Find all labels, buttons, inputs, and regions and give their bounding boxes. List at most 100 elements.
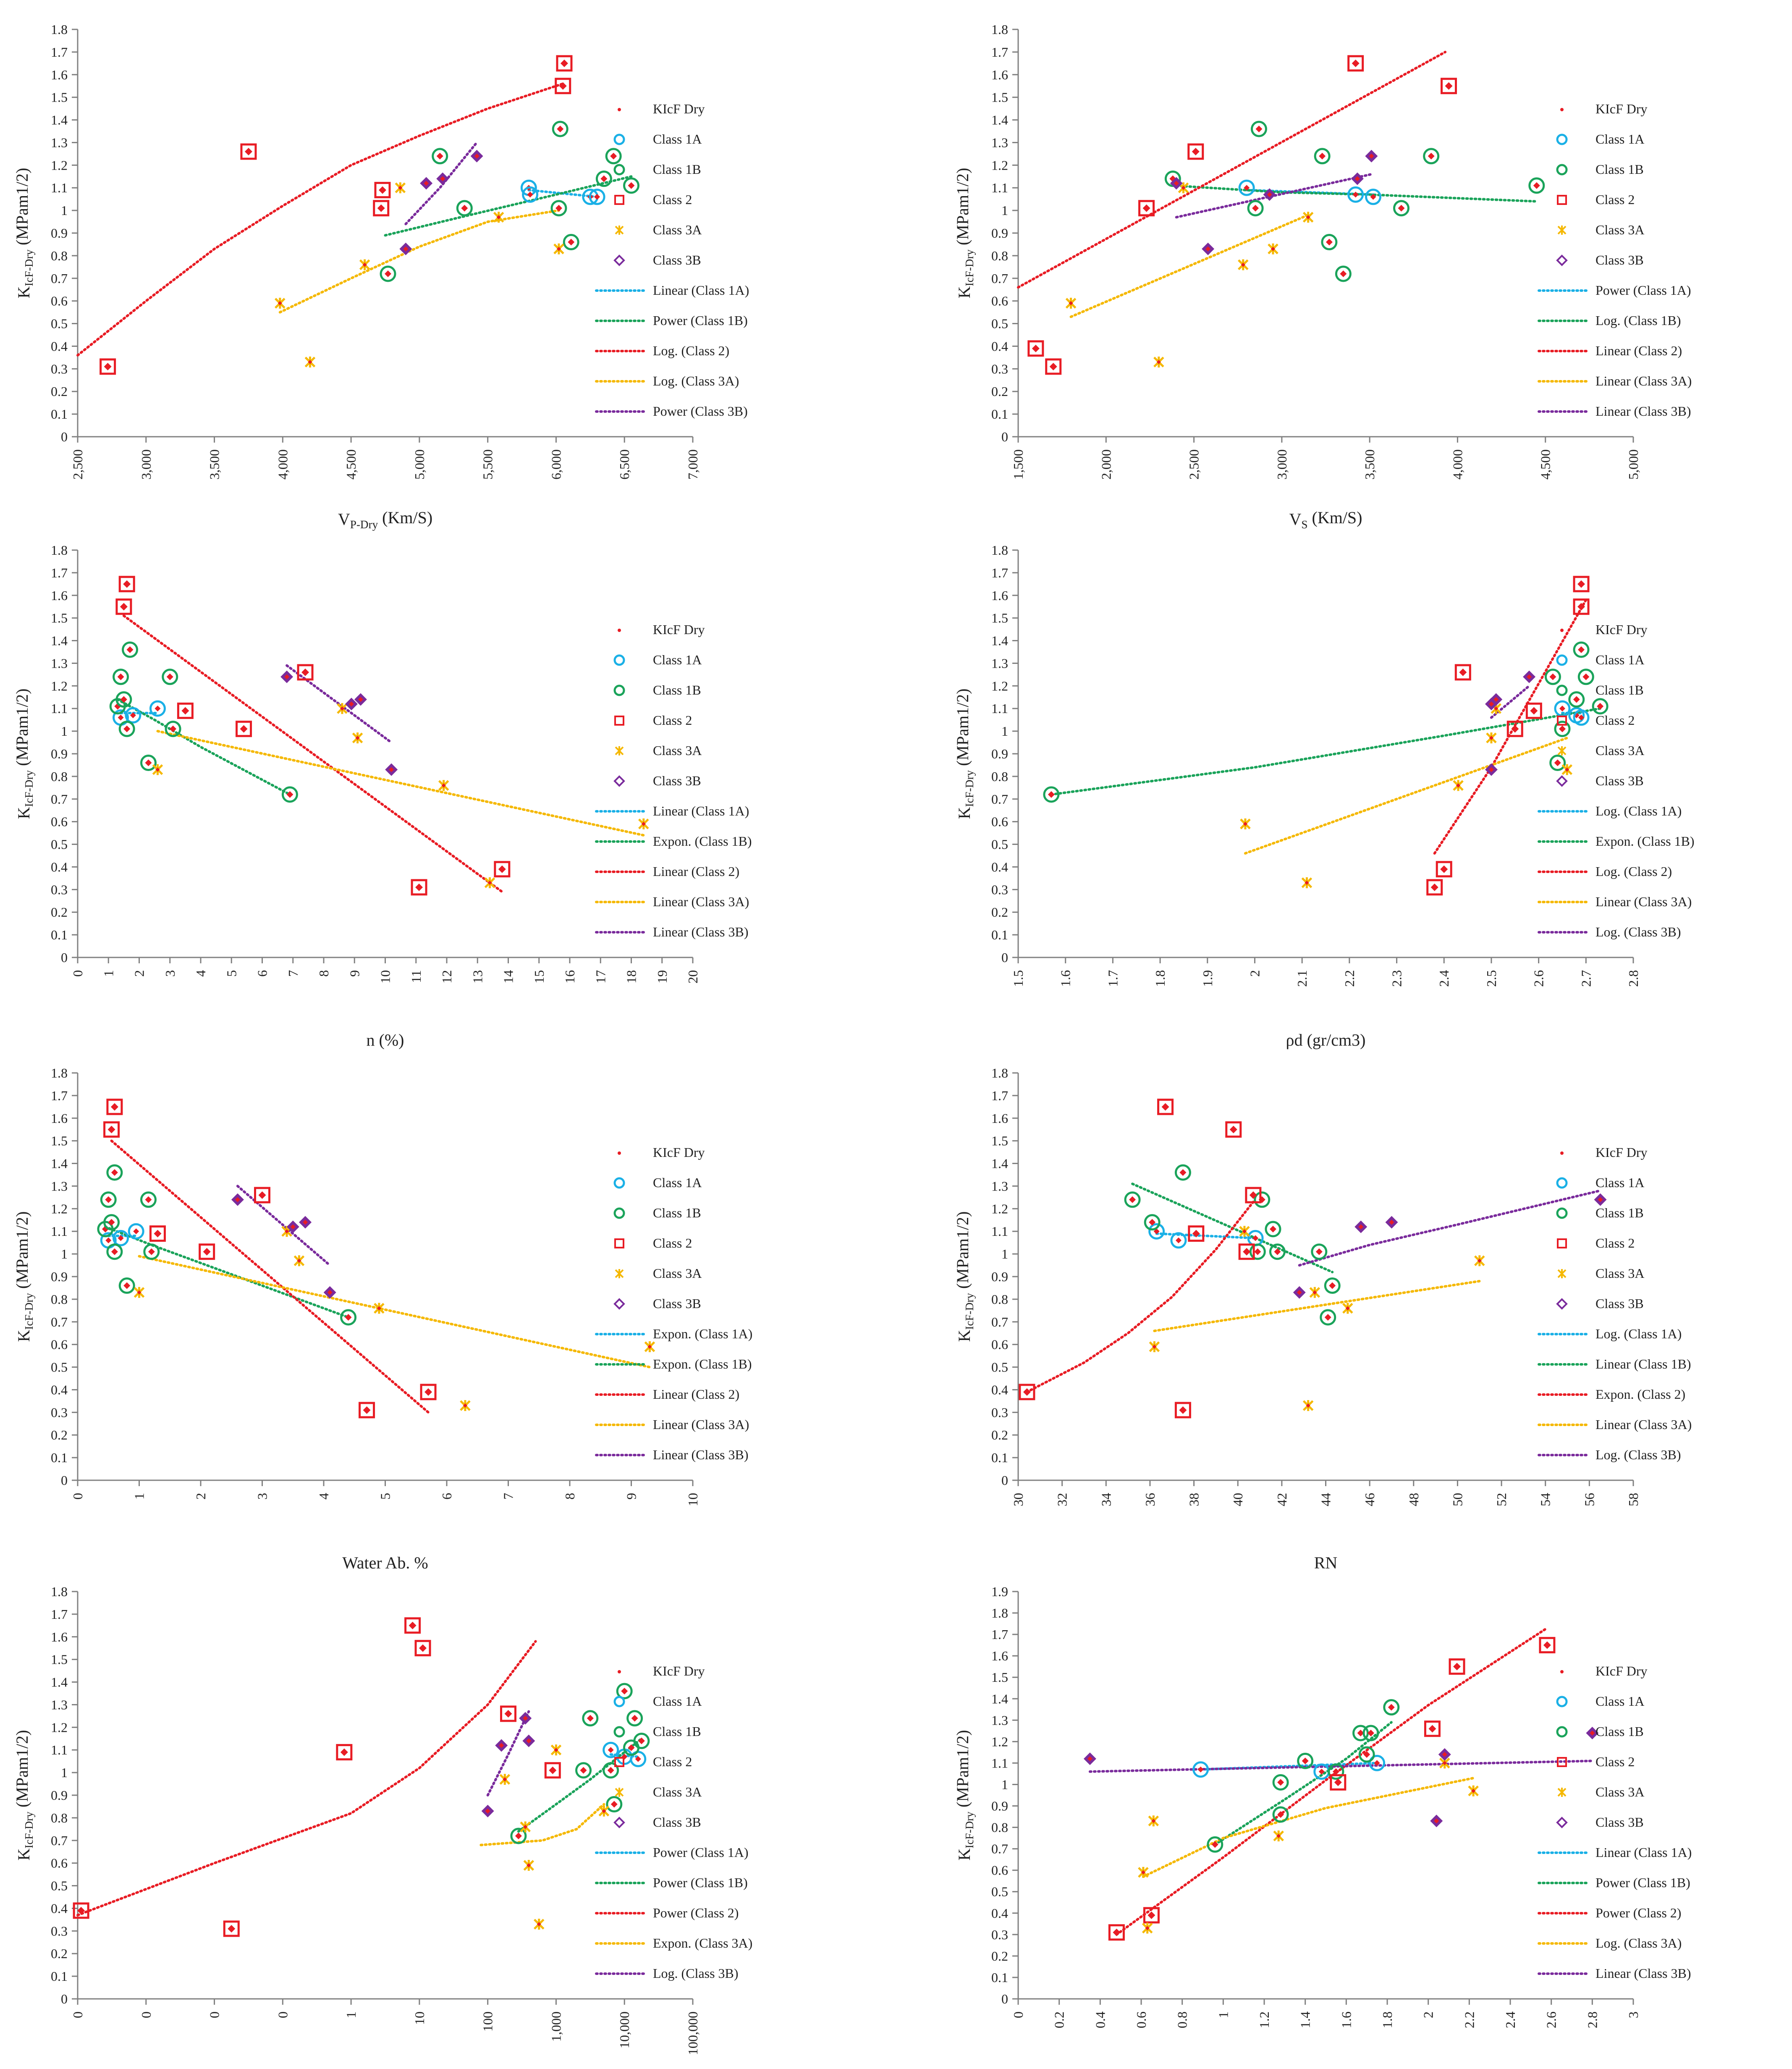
point-class-1b: [1265, 1221, 1281, 1238]
y-tick-label: 0.7: [51, 271, 68, 286]
x-tick-label: 3: [1626, 2011, 1641, 2018]
legend-marker-class-1a: [613, 1177, 625, 1189]
y-tick-label: 0.3: [51, 1405, 68, 1420]
point-class-1b: [626, 1710, 643, 1727]
legend-label-power-class-1a: Power (Class 1A): [653, 1845, 749, 1860]
point-class-1b: [1549, 755, 1566, 771]
x-tick-label: 0: [70, 2011, 85, 2018]
x-tick-label: 15: [532, 970, 547, 983]
y-tick-label: 0.8: [991, 248, 1008, 263]
trendline-power-class-2: [1115, 1626, 1548, 1936]
point-class-1b-core: [1573, 696, 1580, 703]
x-tick-label: 2.4: [1503, 2011, 1518, 2028]
point-class-1b: [115, 691, 132, 708]
y-tick-label: 0.1: [991, 406, 1008, 422]
point-class-1b: [633, 1733, 650, 1749]
y-tick-label: 0.3: [991, 1927, 1008, 1942]
legend-label-linear-class-2: Linear (Class 2): [653, 864, 739, 879]
point-class-1b: [456, 200, 473, 217]
x-tick-label: 3: [162, 970, 178, 977]
y-tick-label: 0: [61, 1991, 68, 2006]
y-tick-label: 0.2: [991, 905, 1008, 920]
legend-label-log-class-3b: Log. (Class 3B): [653, 1966, 739, 1981]
legend-kicf-marker: [1560, 1670, 1564, 1673]
point-class-1b-core: [105, 1196, 112, 1203]
y-tick-label: 1.7: [991, 565, 1008, 580]
point-class-1b-core: [587, 1715, 594, 1722]
y-tick-label: 1.3: [991, 1178, 1008, 1193]
y-tick-label: 1.9: [991, 1584, 1008, 1599]
x-tick-label: 7: [286, 970, 301, 977]
point-class-1b-core: [1149, 1219, 1156, 1226]
point-class-1b-core: [555, 205, 562, 212]
point-class-1b: [103, 1214, 120, 1231]
legend: KIcF Dry Class 1A Class 1B Class 2 Class 3A C…: [595, 1145, 752, 1462]
point-class-3a-core: [1156, 360, 1161, 365]
x-tick-label: 1.8: [1380, 2011, 1395, 2028]
point-class-2-core: [377, 204, 385, 212]
y-tick-label: 1.7: [51, 45, 68, 60]
legend-label-linear-class-3b: Linear (Class 3B): [1596, 404, 1691, 419]
legend-marker-class-3a: [615, 226, 624, 235]
point-class-2-core: [1161, 1103, 1169, 1111]
point-class-1b-core: [600, 175, 608, 182]
point-class-2-core: [415, 883, 423, 891]
y-tick-label: 0.9: [991, 1269, 1008, 1284]
point-class-2: [404, 1617, 421, 1634]
x-tick-label: 1.5: [1011, 970, 1026, 987]
point-class-3a-core: [1069, 301, 1073, 306]
point-class-3b-core: [1174, 181, 1179, 186]
legend-label-power-class-2: Power (Class 2): [653, 1905, 739, 1920]
x-tick-label: 20: [685, 970, 700, 983]
legend-kicf-marker: [618, 108, 621, 111]
x-tick-label: 0: [139, 2011, 154, 2018]
x-tick-label: 5,000: [1626, 449, 1641, 480]
y-tick-label: 1.4: [991, 1691, 1008, 1706]
x-tick-label: 2.1: [1294, 970, 1310, 987]
y-tick-label: 1.1: [991, 701, 1008, 716]
point-class-2: [1330, 1774, 1347, 1791]
point-class-2: [411, 879, 427, 896]
point-class-3b-core: [523, 1715, 528, 1721]
point-class-1a-core: [1318, 1768, 1325, 1775]
legend-title: KIcF Dry: [1596, 101, 1648, 116]
point-class-3a-core: [355, 736, 360, 740]
point-class-2: [254, 1187, 270, 1204]
point-class-2-core: [1440, 865, 1448, 873]
legend-label-linear-class-1a: Linear (Class 1A): [653, 283, 749, 298]
x-tick-label: 5,500: [480, 449, 495, 480]
x-tick-label: 9: [347, 970, 362, 977]
point-class-1b: [606, 1796, 623, 1813]
legend-marker-class-1b: [1556, 1726, 1568, 1738]
point-class-1a-core: [1374, 1760, 1380, 1766]
point-class-1a-core: [1559, 705, 1565, 712]
legend-kicf-marker: [1560, 629, 1564, 632]
legend-label-class-3a: Class 3A: [653, 222, 702, 237]
point-class-2-core: [1352, 59, 1360, 67]
y-tick-label: 1.5: [991, 611, 1008, 626]
x-tick-label: 42: [1274, 1493, 1289, 1506]
point-class-3b-core: [1354, 176, 1360, 181]
legend-label-expon-class-1b: Expon. (Class 1B): [653, 1356, 752, 1371]
x-tick-label: 11: [409, 970, 424, 983]
x-tick-label: 2,500: [1187, 449, 1202, 480]
point-class-2-core: [1577, 603, 1585, 611]
trendline-power-class-1b: [384, 175, 633, 237]
point-class-2-core: [340, 1748, 348, 1756]
x-tick-label: 0.6: [1134, 2011, 1149, 2028]
point-class-2: [1225, 1121, 1242, 1138]
y-tick-label: 0.5: [51, 1878, 68, 1893]
legend-label-power-class-2: Power (Class 2): [1596, 1905, 1681, 1920]
point-class-2: [494, 861, 511, 878]
legend-label-class-1a: Class 1A: [1596, 131, 1644, 147]
point-class-3a-core: [398, 186, 403, 190]
y-tick-label: 1.2: [51, 678, 68, 693]
point-class-1b: [380, 265, 396, 282]
y-tick-label: 0.7: [51, 1833, 68, 1848]
x-axis-title: RN: [1314, 1553, 1338, 1572]
y-tick-label: 0: [61, 1473, 68, 1488]
y-tick-label: 1.4: [51, 113, 68, 128]
point-class-1b-core: [1549, 673, 1556, 680]
y-tick-label: 0.2: [991, 1427, 1008, 1442]
y-tick-label: 0.9: [51, 746, 68, 761]
